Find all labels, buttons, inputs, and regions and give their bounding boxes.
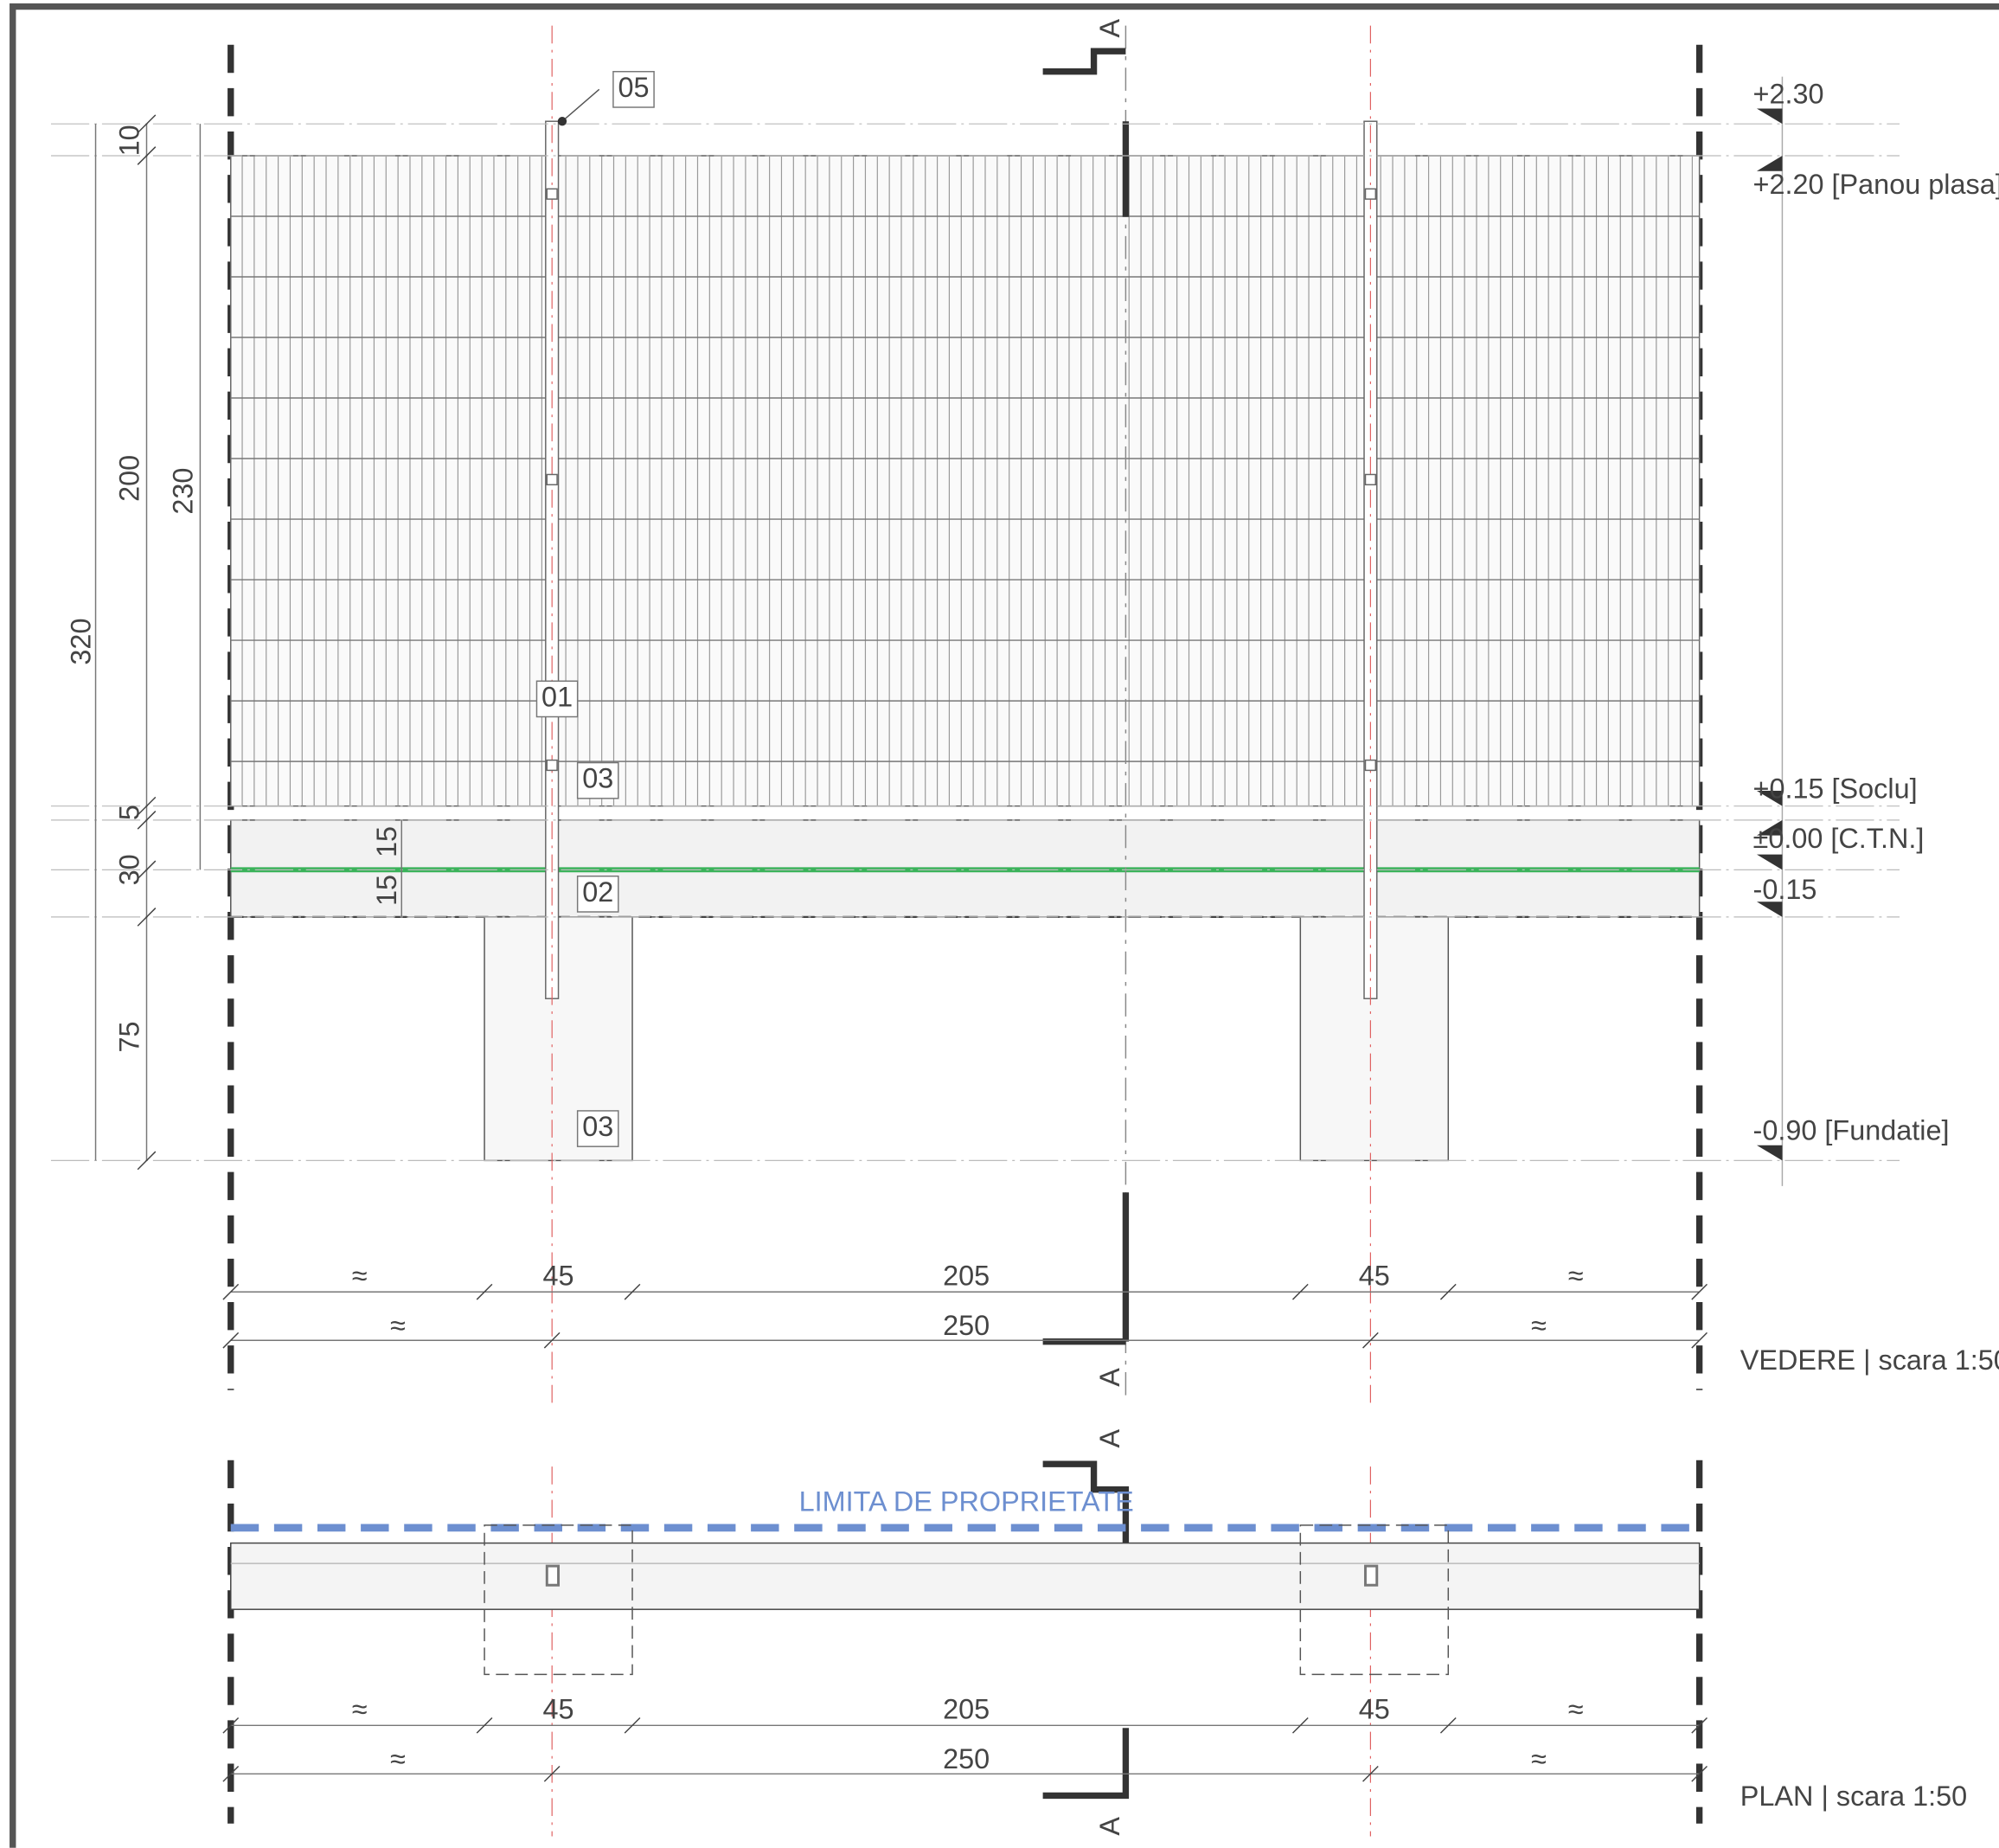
caption: PLAN | scara 1:50 [1740, 1781, 1967, 1812]
dim-label: 15 [371, 875, 402, 906]
level-label: -0.90 [Fundatie] [1753, 1115, 1950, 1146]
plan-post [1365, 1566, 1376, 1585]
dim-label: 45 [1359, 1694, 1390, 1725]
dim-label: ≈ [1568, 1261, 1584, 1292]
level-label: ±0.00 [C.T.N.] [1753, 823, 1925, 854]
dim-label: 45 [543, 1261, 574, 1292]
dim-label: 250 [943, 1310, 990, 1341]
level-label: +0.15 [Soclu] [1753, 773, 1918, 805]
clamp [547, 760, 557, 771]
dim-label: ≈ [390, 1310, 406, 1341]
dim-label: 320 [65, 619, 96, 665]
tag: 01 [541, 681, 573, 712]
dim-label: 230 [167, 468, 198, 515]
dim-label: ≈ [1531, 1743, 1547, 1774]
dim-label: 30 [113, 854, 144, 885]
dim-label: 45 [543, 1694, 574, 1725]
drawing: A A A A 05 01 03 02 03 10 200 230 320 5 30 15 15 75 +2.30 +… [0, 0, 1999, 1848]
boundary-label: LIMITA DE PROPRIETATE [799, 1485, 1134, 1517]
dim-label: ≈ [1531, 1310, 1547, 1341]
section-mark: A [1094, 18, 1125, 37]
section-mark: A [1094, 1817, 1125, 1836]
clamp [547, 474, 557, 484]
dim-label: 45 [1359, 1261, 1390, 1292]
section-mark: A [1094, 1368, 1125, 1387]
mesh-panel [231, 156, 1700, 806]
clamp [547, 189, 557, 199]
clamp [1365, 474, 1375, 484]
dim-label: 200 [113, 455, 144, 502]
dim-label: ≈ [390, 1743, 406, 1774]
plan-plinth [231, 1543, 1700, 1610]
level-label: +2.20 [Panou plasa] [1753, 169, 1999, 200]
tag: 02 [582, 876, 613, 908]
tag: 05 [618, 72, 649, 103]
dim-label: 205 [943, 1694, 990, 1725]
dim-label: 75 [113, 1021, 144, 1052]
caption: VEDERE | scara 1:50 [1740, 1344, 1999, 1376]
dim-label: ≈ [1568, 1694, 1584, 1725]
leader-dot [558, 117, 567, 125]
dim-label: 5 [113, 805, 144, 820]
level-label: -0.15 [1753, 874, 1817, 905]
dim-label: 205 [943, 1261, 990, 1292]
section-mark: A [1094, 1429, 1125, 1448]
dim-label: ≈ [352, 1694, 368, 1725]
clamp [1365, 189, 1375, 199]
level-label: +2.30 [1753, 78, 1824, 109]
dim-label: 15 [371, 826, 402, 857]
clamp [1365, 760, 1375, 771]
page: {"elevation":{"section_marks":["A","A"],… [0, 0, 1999, 1848]
tag: 03 [582, 763, 613, 794]
tag: 03 [582, 1111, 613, 1142]
dim-label: 250 [943, 1743, 990, 1774]
dim-label: 10 [113, 125, 144, 156]
plan-post [547, 1566, 558, 1585]
dim-label: ≈ [352, 1261, 368, 1292]
